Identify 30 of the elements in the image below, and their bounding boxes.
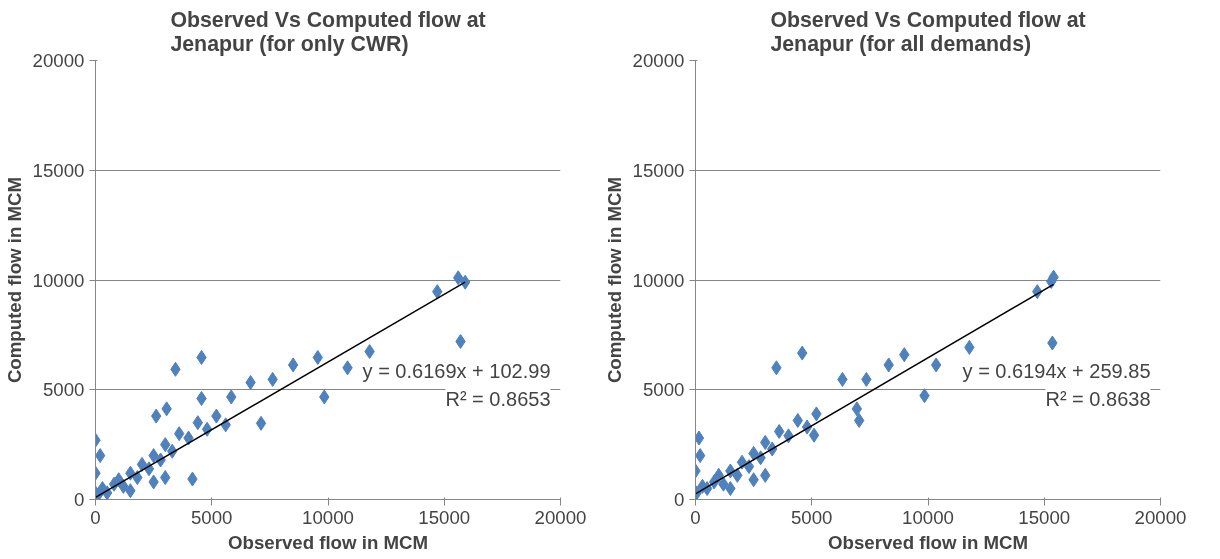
x-tick-label: 0 xyxy=(90,506,101,528)
chart-title: Observed Vs Computed flow at Jenapur (for only CWR) xyxy=(170,7,486,56)
x-tick-label: 20000 xyxy=(534,506,587,528)
x-axis-title: Observed flow in MCM xyxy=(827,531,1029,553)
y-tick-label: 20000 xyxy=(632,50,685,71)
x-tick-label: 0 xyxy=(690,506,701,528)
chart-title: Observed Vs Computed flow at Jenapur (for all demands) xyxy=(770,7,1086,56)
x-axis-title: Observed flow in MCM xyxy=(227,531,429,553)
y-tick-label: 0 xyxy=(674,489,685,510)
annotation: R² = 0.8653 xyxy=(445,387,551,410)
y-axis-title: Computed flow in MCM xyxy=(3,176,25,384)
x-tick-label: 10000 xyxy=(902,506,954,528)
annotation: R² = 0.8638 xyxy=(1045,387,1151,410)
y-tick-label: 10000 xyxy=(32,269,85,291)
annotation: y = 0.6194x + 259.85 xyxy=(962,359,1151,382)
y-tick-label: 5000 xyxy=(43,379,85,401)
y-tick-label: 5000 xyxy=(643,379,685,401)
y-tick-label: 20000 xyxy=(32,50,85,71)
x-tick-label: 10000 xyxy=(302,506,354,528)
x-tick-label: 5000 xyxy=(791,506,833,528)
x-tick-label: 20000 xyxy=(1134,506,1187,528)
y-tick-label: 10000 xyxy=(632,269,685,291)
x-tick-label: 15000 xyxy=(1018,506,1071,528)
y-tick-label: 0 xyxy=(74,489,85,510)
y-axis-title: Computed flow in MCM xyxy=(603,176,625,384)
x-tick-label: 15000 xyxy=(418,506,471,528)
x-tick-label: 5000 xyxy=(191,506,233,528)
annotation: y = 0.6169x + 102.99 xyxy=(362,359,551,382)
y-tick-label: 15000 xyxy=(632,159,685,181)
y-tick-label: 15000 xyxy=(32,159,85,181)
